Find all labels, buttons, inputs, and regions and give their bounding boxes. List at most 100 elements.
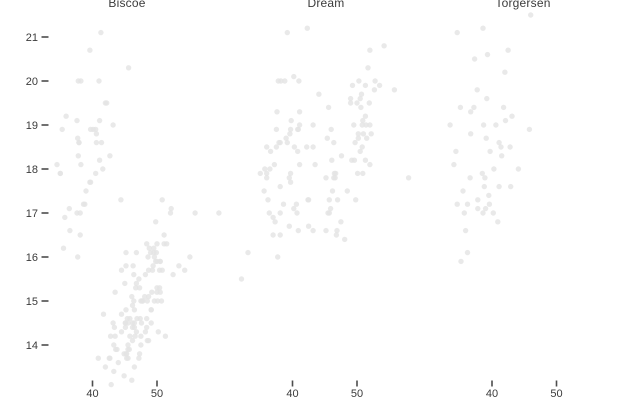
data-point — [349, 82, 356, 89]
data-point — [270, 232, 276, 238]
data-point — [266, 210, 272, 216]
data-point — [458, 258, 464, 265]
data-point — [351, 122, 357, 128]
data-point — [154, 298, 161, 304]
data-point — [96, 78, 102, 84]
data-point — [326, 197, 332, 203]
data-point — [151, 245, 157, 251]
data-point — [144, 241, 150, 247]
data-point — [133, 280, 140, 287]
data-point — [323, 227, 329, 234]
data-point — [505, 47, 511, 53]
data-point — [479, 170, 485, 177]
data-point — [277, 232, 283, 238]
data-point — [63, 113, 69, 119]
data-point — [108, 381, 114, 388]
y-tick — [41, 80, 49, 82]
data-point — [265, 197, 271, 203]
x-tick-label: 50 — [550, 388, 562, 400]
data-point — [75, 153, 82, 159]
data-point — [93, 170, 99, 177]
data-point — [482, 175, 488, 181]
data-point — [487, 148, 493, 155]
data-point — [76, 139, 82, 146]
data-point — [122, 324, 129, 331]
data-point — [295, 148, 301, 155]
data-point — [153, 258, 159, 265]
x-tick — [356, 380, 358, 387]
data-point — [284, 29, 290, 36]
data-point — [296, 122, 303, 128]
data-point — [490, 210, 496, 216]
data-point — [136, 355, 142, 361]
data-point — [474, 87, 480, 93]
data-point — [115, 359, 122, 366]
y-tick — [41, 124, 49, 126]
data-point — [133, 249, 140, 256]
data-point — [464, 249, 471, 256]
data-point — [291, 205, 297, 212]
data-point — [367, 122, 373, 128]
data-point — [352, 139, 358, 146]
data-point — [362, 157, 369, 163]
y-tick-label: 14 — [26, 340, 38, 352]
facet-title-dream: Dream — [307, 0, 345, 10]
data-point — [338, 153, 345, 159]
data-point — [153, 219, 159, 225]
y-tick — [41, 344, 49, 346]
data-point — [325, 104, 332, 111]
data-point — [362, 113, 369, 119]
data-point — [267, 166, 273, 172]
data-point — [131, 320, 138, 326]
data-point — [484, 95, 490, 102]
data-point — [131, 307, 138, 313]
data-point — [358, 91, 365, 97]
x-tick-label: 40 — [286, 388, 298, 400]
data-point — [468, 109, 474, 115]
data-point — [131, 298, 137, 304]
data-point — [167, 210, 174, 216]
data-point — [144, 315, 150, 322]
data-point — [142, 329, 149, 335]
data-point — [359, 122, 365, 128]
data-point — [78, 161, 84, 168]
data-point — [480, 210, 486, 216]
data-point — [124, 355, 130, 361]
data-point — [271, 161, 278, 168]
data-point — [351, 157, 358, 163]
data-point — [95, 355, 102, 361]
data-point — [126, 346, 132, 353]
data-point — [323, 175, 329, 181]
data-point — [296, 161, 303, 168]
data-point — [182, 267, 188, 273]
data-point — [125, 65, 132, 71]
data-point — [138, 342, 144, 348]
data-point — [102, 364, 109, 370]
data-point — [145, 293, 152, 300]
data-point — [356, 78, 362, 84]
data-point — [499, 153, 505, 159]
data-point — [145, 267, 152, 273]
data-point — [144, 298, 150, 304]
data-point — [159, 197, 165, 203]
data-point — [273, 144, 280, 150]
data-point — [121, 373, 127, 379]
data-point — [355, 131, 361, 137]
data-point — [118, 311, 125, 317]
data-point — [464, 201, 471, 207]
data-point — [129, 377, 135, 383]
y-tick-label: 21 — [26, 32, 38, 44]
data-point — [57, 170, 63, 177]
data-point — [363, 122, 369, 128]
data-point — [66, 205, 73, 212]
data-point — [360, 131, 367, 137]
data-point — [453, 148, 459, 155]
facet-title-torgersen: Torgersen — [495, 0, 551, 10]
data-point — [282, 78, 288, 84]
data-point — [129, 302, 136, 309]
data-point — [460, 188, 466, 194]
data-point — [480, 122, 487, 128]
y-tick-label: 18 — [26, 164, 38, 176]
data-point — [334, 197, 341, 203]
data-point — [136, 276, 142, 282]
